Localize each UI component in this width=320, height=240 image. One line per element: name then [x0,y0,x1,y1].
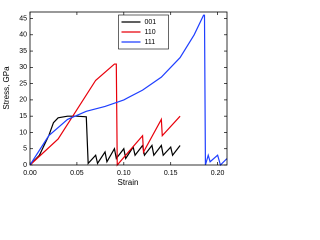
x-tick-label: 0.20 [211,170,225,177]
y-tick-label: 0 [23,162,27,169]
y-axis-label: Stress, GPa [2,66,11,110]
x-tick-label: 0.00 [23,170,37,177]
x-axis-label: Strain [118,178,139,187]
y-tick-label: 30 [19,64,27,71]
y-tick-label: 35 [19,48,27,55]
y-tick-label: 15 [19,113,27,120]
y-tick-label: 25 [19,80,27,87]
data-line [29,115,181,166]
plot-frame [29,11,228,166]
y-tick-label: 40 [19,32,27,39]
x-tick-label: 0.05 [70,170,84,177]
x-tick-label: 0.10 [117,170,131,177]
legend-label: 111 [145,39,156,46]
x-tick-label: 0.15 [164,170,178,177]
y-tick-label: 10 [19,129,27,136]
y-tick-label: 20 [19,97,27,104]
data-line [29,14,228,167]
y-tick-label: 45 [19,15,27,22]
chart: Strain Stress, GPa 0.00 0.05 0.10 0.15 0.20 0… [2,11,228,187]
data-line [29,63,181,167]
legend-label: 001 [145,19,157,26]
y-tick-label: 5 [23,146,27,153]
legend-label: 110 [145,29,156,36]
